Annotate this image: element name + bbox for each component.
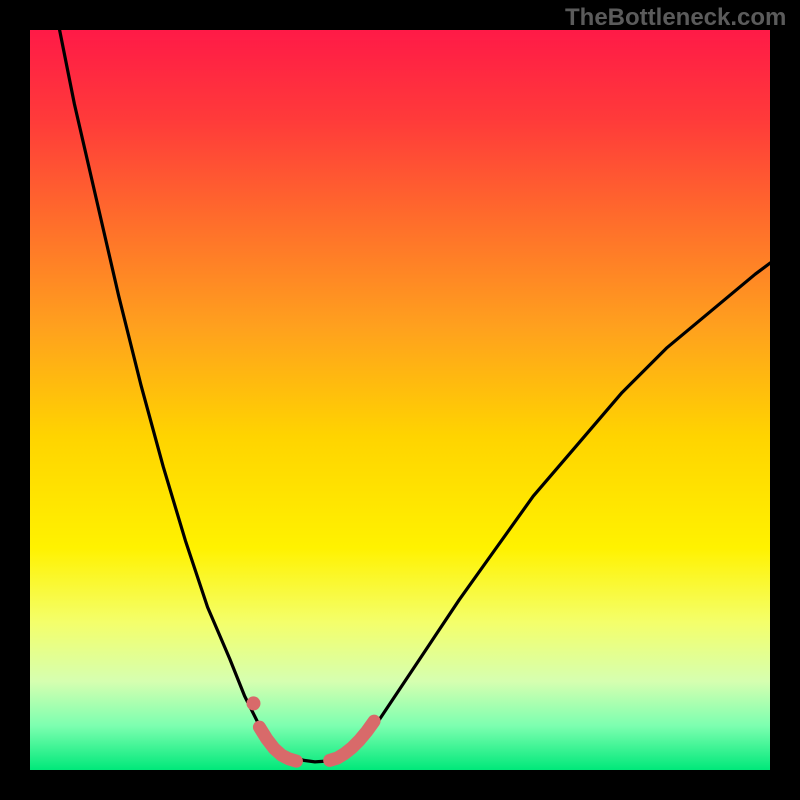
watermark-text: TheBottleneck.com (565, 4, 786, 32)
marker-lone-dot (246, 696, 260, 710)
gradient-background (30, 30, 770, 770)
bottleneck-curve-chart (30, 30, 770, 770)
plot-area (30, 30, 770, 770)
